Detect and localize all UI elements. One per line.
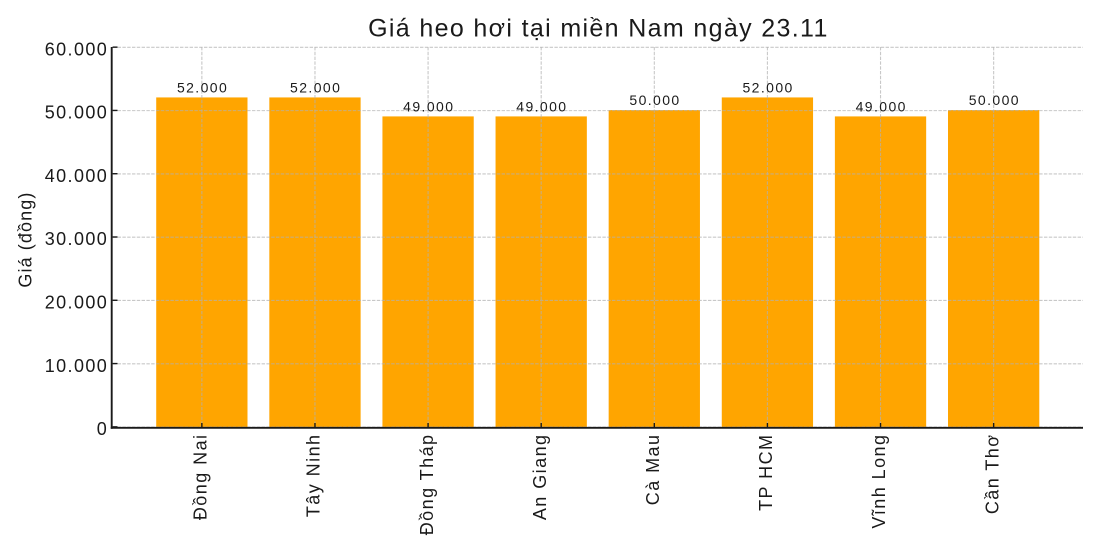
svg-text:TP HCM: TP HCM — [756, 434, 776, 511]
svg-text:10.000: 10.000 — [45, 356, 108, 376]
svg-text:49.000: 49.000 — [403, 98, 454, 114]
svg-text:30.000: 30.000 — [45, 229, 108, 249]
svg-text:Cần Thơ: Cần Thơ — [982, 434, 1002, 515]
svg-text:52.000: 52.000 — [743, 79, 794, 95]
svg-text:An Giang: An Giang — [530, 434, 550, 521]
svg-text:Giá heo hơi tại miền Nam ngày: Giá heo hơi tại miền Nam ngày 23.11 — [368, 15, 829, 43]
svg-text:Đồng Nai: Đồng Nai — [191, 434, 211, 521]
svg-text:Cà Mau: Cà Mau — [643, 434, 663, 506]
svg-text:50.000: 50.000 — [629, 92, 680, 108]
svg-text:50.000: 50.000 — [969, 92, 1020, 108]
svg-text:52.000: 52.000 — [290, 79, 341, 95]
svg-text:20.000: 20.000 — [45, 292, 108, 312]
svg-text:40.000: 40.000 — [45, 166, 108, 186]
svg-text:Vĩnh Long: Vĩnh Long — [869, 434, 889, 529]
svg-text:50.000: 50.000 — [45, 103, 108, 123]
svg-text:49.000: 49.000 — [856, 98, 907, 114]
svg-text:Tây Ninh: Tây Ninh — [304, 434, 324, 518]
svg-text:49.000: 49.000 — [516, 98, 567, 114]
svg-text:Đồng Tháp: Đồng Tháp — [417, 433, 437, 535]
svg-text:60.000: 60.000 — [45, 39, 108, 59]
svg-text:0: 0 — [97, 419, 108, 439]
svg-text:52.000: 52.000 — [177, 79, 228, 95]
svg-text:Giá (đồng): Giá (đồng) — [16, 192, 36, 288]
